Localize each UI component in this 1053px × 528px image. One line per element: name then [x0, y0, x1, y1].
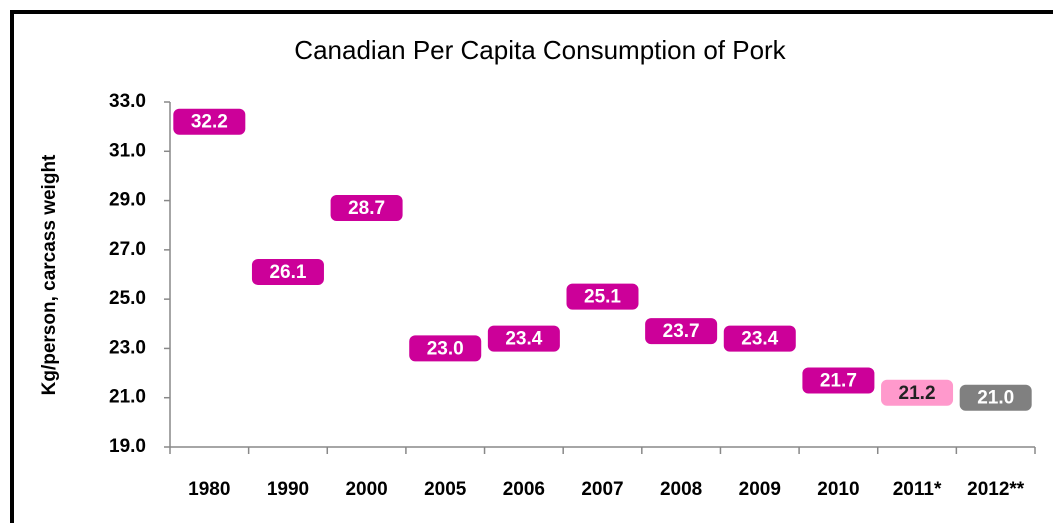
value-box	[645, 318, 718, 345]
value-label: 28.7	[348, 198, 385, 219]
x-tick-label: 1990	[267, 479, 309, 500]
x-tick-label: 2011*	[893, 479, 942, 500]
value-box	[802, 367, 875, 394]
value-box	[251, 259, 324, 286]
value-label: 26.1	[269, 262, 306, 283]
value-box	[959, 384, 1032, 411]
x-tick-label: 2009	[739, 479, 781, 500]
value-label: 23.0	[427, 338, 464, 359]
value-label: 23.7	[663, 321, 700, 342]
value-label: 25.1	[584, 287, 621, 308]
y-tick-label: 23.0	[109, 337, 146, 358]
y-tick-label: 27.0	[109, 239, 146, 260]
frame	[10, 10, 1053, 528]
y-tick-label: 29.0	[109, 190, 146, 211]
value-label: 23.4	[505, 329, 542, 350]
value-label: 32.2	[191, 112, 228, 133]
x-tick-label: 2007	[581, 479, 623, 500]
value-box	[566, 283, 639, 310]
value-box	[330, 194, 403, 221]
x-tick-label: 1980	[188, 479, 230, 500]
x-tick-label: 2008	[660, 479, 702, 500]
y-tick-label: 31.0	[109, 140, 146, 161]
value-label: 21.2	[899, 383, 936, 404]
value-box	[173, 108, 246, 135]
x-tick-label: 2006	[503, 479, 545, 500]
chart-title: Canadian Per Capita Consumption of Pork	[294, 35, 786, 65]
value-box	[881, 379, 954, 406]
value-box	[487, 325, 560, 352]
y-tick-label: 19.0	[109, 436, 146, 457]
value-label: 21.7	[820, 370, 857, 391]
value-box	[723, 325, 796, 352]
x-tick-label: 2010	[817, 479, 859, 500]
y-tick-label: 21.0	[109, 387, 146, 408]
x-tick-label: 2000	[345, 479, 387, 500]
x-tick-label: 2012**	[967, 479, 1025, 500]
value-label: 23.4	[741, 329, 778, 350]
y-tick-label: 33.0	[109, 91, 146, 112]
y-tick-label: 25.0	[109, 288, 146, 309]
value-label: 21.0	[977, 388, 1014, 409]
y-axis-label: Kg/person, carcass weight	[39, 154, 60, 395]
x-tick-label: 2005	[424, 479, 467, 500]
value-box	[409, 335, 482, 362]
